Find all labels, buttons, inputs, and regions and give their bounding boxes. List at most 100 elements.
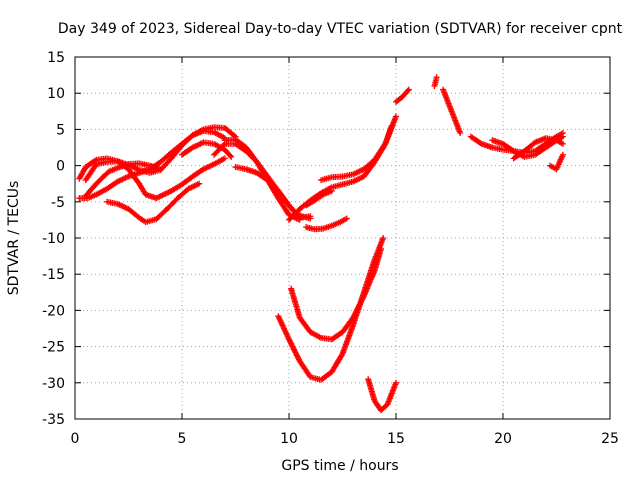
series-trace (116, 159, 131, 172)
series-trace-16 (440, 86, 464, 137)
series-trace (372, 142, 388, 162)
series-trace (233, 141, 248, 154)
series-trace (169, 182, 184, 194)
series-trace (340, 315, 356, 334)
series-trace (265, 178, 281, 193)
data-point (196, 180, 203, 187)
series-trace (201, 161, 216, 172)
series-trace (313, 192, 325, 203)
y-tick-label: -35 (42, 412, 65, 428)
series-trace (222, 147, 234, 159)
series-trace (555, 138, 565, 146)
series-trace (83, 162, 99, 182)
series-trace (288, 287, 303, 320)
x-axis-label: GPS time / hours (281, 458, 398, 474)
y-tick-label: -15 (42, 267, 65, 283)
series-trace (365, 377, 378, 403)
series-trace (158, 150, 173, 164)
series-trace (169, 143, 184, 161)
series-trace (191, 127, 205, 138)
series-trace (212, 130, 227, 141)
series-trace (372, 247, 384, 273)
series-trace-12 (303, 187, 335, 209)
series-trace (555, 130, 565, 139)
series-trace (379, 402, 390, 413)
series-trace (86, 192, 98, 201)
series-trace-3 (82, 160, 164, 200)
series-trace (554, 153, 566, 171)
series-trace (286, 337, 302, 363)
y-tick-label: 15 (47, 50, 65, 66)
series-trace (126, 207, 141, 220)
series-trace (94, 186, 109, 197)
x-tick-label: 10 (280, 431, 298, 447)
series-trace (77, 165, 88, 181)
series-trace (88, 181, 99, 193)
series-trace (212, 156, 227, 167)
series-trace (223, 126, 238, 139)
series-trace (126, 167, 142, 186)
series-trace (287, 207, 302, 222)
series-trace (350, 294, 367, 320)
series-trace (180, 133, 195, 148)
series-trace-8 (221, 136, 303, 223)
series-trace-23 (365, 376, 399, 414)
data-point (388, 122, 395, 129)
series-trace (233, 137, 248, 150)
series-trace (186, 181, 201, 192)
series-trace (308, 329, 323, 341)
x-tick-label: 0 (71, 431, 80, 447)
series-trace (297, 315, 313, 334)
series-trace (501, 141, 516, 154)
series-trace (533, 141, 548, 154)
series-trace (330, 330, 345, 342)
series-trace-5 (104, 180, 203, 226)
x-tick-label: 15 (387, 431, 405, 447)
series-trace-20 (547, 151, 566, 173)
y-tick-label: -10 (42, 231, 65, 247)
series-trace-2 (82, 124, 239, 184)
series-trace (180, 145, 195, 157)
series-trace (276, 189, 292, 208)
data-point (157, 166, 164, 173)
data-point (328, 187, 335, 194)
series-trace (361, 269, 377, 298)
data-point (559, 133, 566, 140)
series-trace (116, 201, 130, 212)
series-trace (101, 169, 111, 180)
series-trace (176, 186, 191, 201)
series-trace (400, 87, 411, 99)
y-tick-label: 10 (47, 86, 65, 102)
series-trace (385, 381, 399, 406)
series-trace-22 (288, 245, 385, 343)
series-trace (321, 188, 334, 197)
series-trace (304, 198, 317, 208)
chart-title: Day 349 of 2023, Sidereal Day-to-day VTE… (58, 21, 623, 37)
series-trace (165, 196, 180, 211)
series-trace (180, 174, 195, 187)
y-tick-label: -5 (51, 195, 65, 211)
y-tick-label: -20 (42, 303, 65, 319)
series-trace (512, 149, 527, 161)
series-trace (382, 124, 395, 146)
x-tick-label: 5 (178, 431, 187, 447)
data-points (76, 74, 566, 414)
data-point (393, 113, 399, 120)
data-point (307, 213, 314, 220)
series-trace (84, 157, 99, 170)
axis-ticks: 0 5 10 15 20 25 15 10 5 0 -5 -10 -15 -20 -25 -30 -35 (42, 50, 619, 447)
series-trace (276, 196, 292, 217)
data-point (433, 74, 440, 81)
series-trace (338, 216, 349, 225)
series-trace-11 (318, 122, 395, 184)
data-point (378, 245, 385, 252)
series-trace (107, 165, 120, 174)
series-trace (351, 166, 366, 177)
series-trace (137, 215, 148, 224)
series-trace (191, 140, 205, 150)
series-trace-13 (303, 215, 350, 233)
data-point (405, 86, 412, 93)
series-trace (548, 163, 558, 172)
series-trace (533, 145, 548, 157)
